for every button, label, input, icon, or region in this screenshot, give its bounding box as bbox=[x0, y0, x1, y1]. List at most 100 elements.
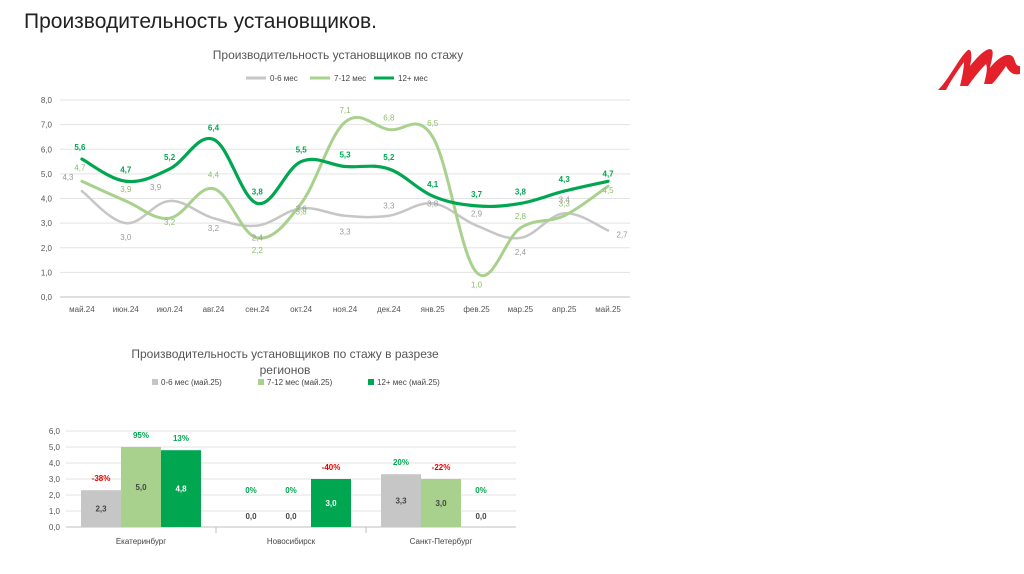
chart1-data-label: 3,2 bbox=[208, 224, 220, 233]
chart2-bars: 2,3 -38% 5,0 95% 4,8 13% 0,0 0% 0,0 0% 3,0 -40% 3,3 2… bbox=[81, 431, 487, 527]
chart1-y-tick-label: 2,0 bbox=[41, 244, 53, 253]
chart1-legend-label: 12+ мес bbox=[398, 74, 428, 83]
chart1-data-label: 4,7 bbox=[120, 165, 132, 174]
chart2-bar bbox=[311, 479, 351, 527]
chart2-y-tick-label: 2,0 bbox=[49, 491, 61, 500]
chart2-value-label: 3,0 bbox=[325, 499, 337, 508]
chart2-value-label: 4,8 bbox=[175, 485, 187, 494]
chart1-x-tick-label: мар.25 bbox=[508, 305, 534, 314]
chart2-y-tick-label: 1,0 bbox=[49, 507, 61, 516]
chart2-value-label: 0,0 bbox=[245, 512, 257, 521]
chart1-x-tick-label: сен.24 bbox=[245, 305, 270, 314]
chart1-data-label: 3,8 bbox=[252, 187, 264, 196]
chart1-data-label: 4,4 bbox=[208, 171, 220, 180]
chart1-data-label: 3,9 bbox=[150, 183, 162, 192]
chart2-change-label: 20% bbox=[393, 458, 409, 467]
chart2-change-label: 0% bbox=[245, 486, 257, 495]
chart1-x-axis: май.24 июн.24 июл.24 авг.24 сен.24 окт.24 ноя.… bbox=[69, 305, 621, 314]
chart1-data-label: 2,9 bbox=[471, 210, 483, 219]
chart1-y-tick-label: 8,0 bbox=[41, 96, 53, 105]
chart1-data-label: 3,3 bbox=[339, 228, 351, 237]
chart1-data-label: 6,5 bbox=[427, 119, 439, 128]
chart2-bar bbox=[421, 479, 461, 527]
chart1-x-tick-label: янв.25 bbox=[421, 305, 446, 314]
chart1-data-label: 3,4 bbox=[559, 195, 571, 204]
chart2-change-label: -38% bbox=[92, 474, 111, 483]
chart1-x-tick-label: авг.24 bbox=[203, 305, 225, 314]
chart2-value-label: 0,0 bbox=[285, 512, 297, 521]
chart2-category-label: Санкт-Петербург bbox=[410, 537, 473, 546]
chart1-data-label: 3,8 bbox=[515, 187, 527, 196]
chart1-data-label: 3,3 bbox=[559, 200, 571, 209]
chart1-legend: 0-6 мес 7-12 мес 12+ мес bbox=[246, 74, 428, 83]
chart1-data-label: 5,2 bbox=[164, 153, 176, 162]
chart2-change-label: 13% bbox=[173, 434, 189, 443]
chart1-data-label: 3,2 bbox=[164, 218, 176, 227]
page-title: Производительность установщиков. bbox=[24, 10, 378, 33]
chart2-change-label: 0% bbox=[475, 486, 487, 495]
chart2-y-tick-label: 3,0 bbox=[49, 475, 61, 484]
chart1-data-label: 3,0 bbox=[120, 233, 132, 242]
chart2-value-label: 3,0 bbox=[435, 499, 447, 508]
chart1-x-tick-label: дек.24 bbox=[377, 305, 401, 314]
line-chart: Производительность установщиков по стажу… bbox=[41, 48, 630, 314]
chart1-x-tick-label: апр.25 bbox=[552, 305, 577, 314]
chart1-data-label: 4,5 bbox=[603, 186, 615, 195]
chart1-data-label: 5,2 bbox=[383, 153, 395, 162]
chart2-y-tick-label: 5,0 bbox=[49, 443, 61, 452]
chart1-legend-label: 0-6 мес bbox=[270, 74, 298, 83]
chart1-data-label: 2,2 bbox=[252, 246, 264, 255]
chart1-data-label: 4,1 bbox=[427, 180, 439, 189]
chart2-bar bbox=[161, 450, 201, 527]
chart1-series-line bbox=[80, 115, 610, 277]
chart2-legend-label: 7-12 мес (май.25) bbox=[267, 378, 333, 387]
chart1-data-label: 5,3 bbox=[339, 150, 351, 159]
chart2-value-label: 0,0 bbox=[475, 512, 487, 521]
chart2-y-tick-label: 0,0 bbox=[49, 523, 61, 532]
chart2-bar bbox=[121, 447, 161, 527]
chart1-data-label: 4,3 bbox=[62, 173, 74, 182]
chart1-x-tick-label: июл.24 bbox=[157, 305, 184, 314]
chart2-y-tick-label: 4,0 bbox=[49, 459, 61, 468]
chart2-legend-swatch bbox=[258, 379, 264, 385]
chart1-legend-label: 7-12 мес bbox=[334, 74, 366, 83]
chart2-title-line-1: Производительность установщиков по стажу… bbox=[131, 347, 439, 361]
chart1-data-label: 6,8 bbox=[383, 114, 395, 123]
chart1-data-label: 5,6 bbox=[74, 143, 86, 152]
chart1-y-axis: 0,0 1,0 2,0 3,0 4,0 5,0 6,0 7,0 8,0 bbox=[41, 96, 53, 302]
chart1-data-label: 2,7 bbox=[617, 231, 629, 240]
chart1-data-label: 2,4 bbox=[515, 248, 527, 257]
chart1-x-tick-label: май.24 bbox=[69, 305, 95, 314]
chart1-y-tick-label: 6,0 bbox=[41, 145, 53, 154]
chart1-x-tick-label: фев.25 bbox=[463, 305, 490, 314]
chart2-title-line-2: регионов bbox=[260, 363, 311, 377]
chart1-data-label: 2,4 bbox=[252, 234, 264, 243]
chart1-data-label: 4,3 bbox=[559, 175, 571, 184]
chart1-y-tick-label: 4,0 bbox=[41, 195, 53, 204]
chart2-y-tick-label: 6,0 bbox=[49, 427, 61, 436]
chart2-value-label: 5,0 bbox=[135, 483, 147, 492]
chart2-bar bbox=[81, 490, 121, 527]
chart2-change-label: 0% bbox=[285, 486, 297, 495]
chart2-legend-label: 0-6 мес (май.25) bbox=[161, 378, 222, 387]
chart1-x-tick-label: май.25 bbox=[595, 305, 621, 314]
chart1-title: Производительность установщиков по стажу bbox=[213, 48, 463, 62]
brand-logo bbox=[938, 49, 1020, 90]
chart1-data-label: 5,5 bbox=[296, 146, 308, 155]
chart1-x-tick-label: июн.24 bbox=[113, 305, 140, 314]
chart2-change-label: -22% bbox=[432, 463, 451, 472]
chart2-bar bbox=[381, 474, 421, 527]
chart1-data-label: 3,8 bbox=[427, 199, 439, 208]
chart1-data-label: 1,0 bbox=[471, 280, 483, 289]
chart1-data-label: 4,7 bbox=[74, 163, 86, 172]
chart1-y-tick-label: 0,0 bbox=[41, 293, 53, 302]
chart1-y-tick-label: 5,0 bbox=[41, 170, 53, 179]
chart2-legend-swatch bbox=[152, 379, 158, 385]
chart2-category-label: Екатеринбург bbox=[116, 537, 166, 546]
chart2-x-axis: Екатеринбург Новосибирск Санкт-Петербург bbox=[116, 527, 473, 546]
chart1-data-label: 3,8 bbox=[296, 207, 308, 216]
chart1-data-label: 2,8 bbox=[515, 212, 527, 221]
chart2-change-label: 95% bbox=[133, 431, 149, 440]
chart2-value-label: 2,3 bbox=[95, 505, 107, 514]
